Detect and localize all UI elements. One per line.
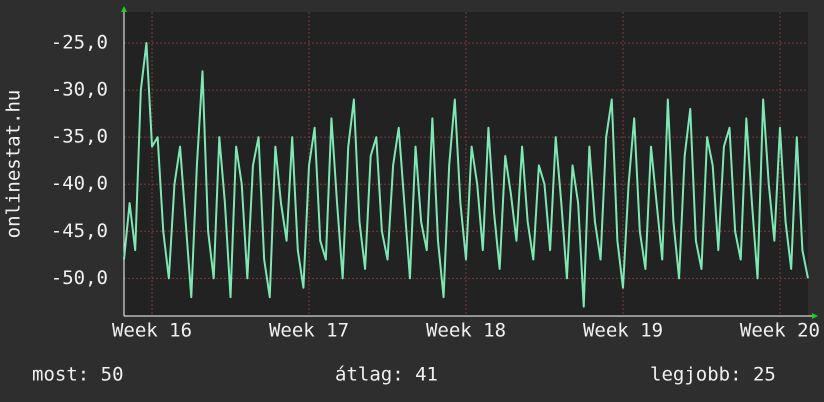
x-tick-label: Week 20 [740,320,820,342]
axis-arrow [812,313,818,319]
axis-arrow [121,6,127,12]
x-tick-label: Week 17 [269,320,349,342]
y-tick-label: -25,0 [51,32,108,54]
x-tick-label: Week 18 [426,320,506,342]
footer-average: átlag: 41 [335,364,438,386]
y-tick-label: -35,0 [51,126,108,148]
x-tick-label: Week 16 [112,320,192,342]
footer-current: most: 50 [32,364,124,386]
data-line [123,42,809,308]
y-tick-label: -30,0 [51,79,108,101]
x-tick-label: Week 19 [583,320,663,342]
y-axis-label: onlinestat.hu [3,90,25,239]
y-tick-label: -40,0 [51,173,108,195]
y-tick-label: -50,0 [51,267,108,289]
footer-best: legjobb: 25 [650,364,776,386]
y-tick-label: -45,0 [51,220,108,242]
